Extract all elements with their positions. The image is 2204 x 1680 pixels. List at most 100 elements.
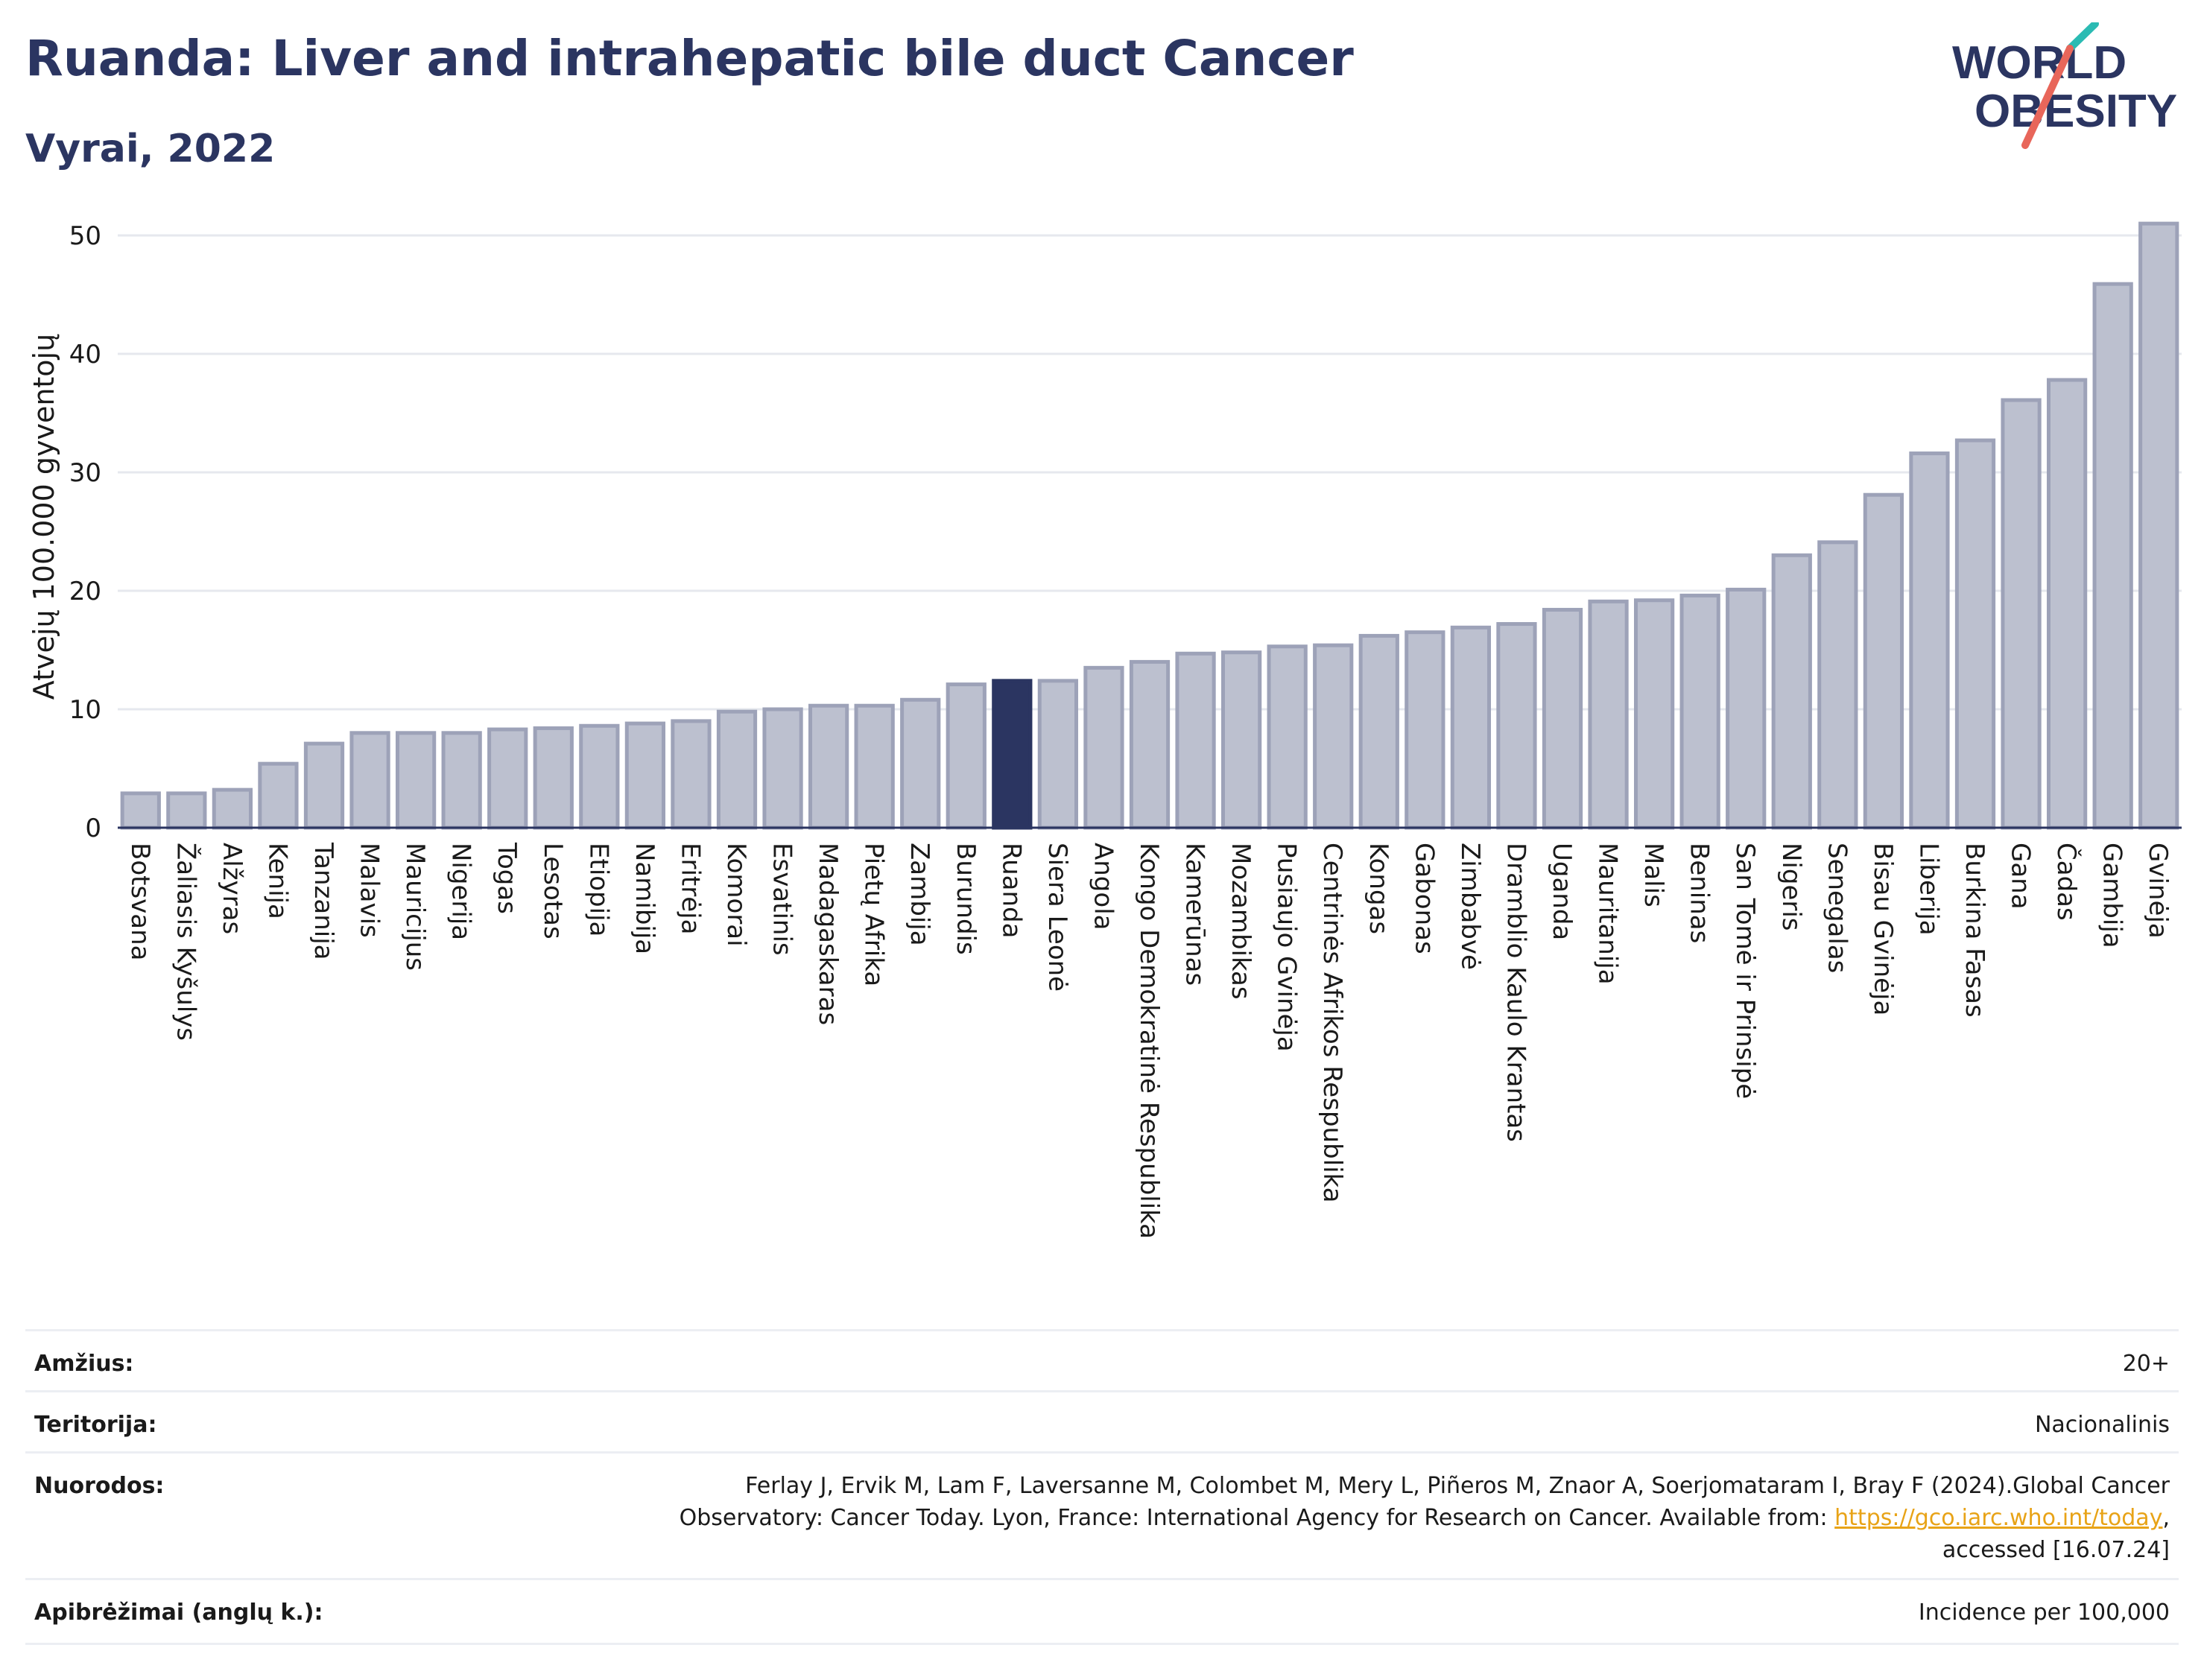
bar (1450, 625, 1492, 830)
bar (1267, 644, 1308, 830)
x-tick-label: Bisau Gvinėja (1868, 843, 1898, 1015)
logo-slash-teal (2066, 22, 2099, 52)
bar (2046, 378, 2088, 830)
info-row-definitions: Apibrėžimai (anglų k.): Incidence per 10… (25, 1578, 2179, 1645)
x-tick-label: Etiopija (583, 843, 613, 936)
references-label: Nuorodos: (34, 1473, 165, 1499)
x-tick-label: Nigeris (1776, 843, 1806, 931)
bar (1129, 659, 1171, 830)
bar (1726, 587, 1767, 830)
chart-title: Ruanda: Liver and intrahepatic bile duct… (25, 30, 1354, 87)
x-tick-label: Esvatinis (767, 843, 797, 956)
x-tick-label: Tanzanija (308, 842, 338, 960)
x-tick-label: Gana (2006, 843, 2036, 910)
bar (1496, 622, 1537, 830)
logo-line1: WORLD (1952, 37, 2127, 89)
bar (1405, 630, 1445, 830)
bar (900, 697, 941, 830)
definitions-label: Apibrėžimai (anglų k.): (34, 1600, 323, 1626)
x-tick-label: Kamerūnas (1180, 843, 1210, 986)
bar (487, 727, 528, 830)
bar (762, 707, 803, 830)
y-tick-label: 20 (69, 577, 101, 606)
x-tick-label: Liberija (1913, 843, 1943, 936)
bar (441, 731, 482, 830)
bar (166, 791, 207, 830)
x-tick-label: Čadas (2051, 843, 2082, 921)
bar (1679, 593, 1720, 830)
definitions-value: Incidence per 100,000 (1918, 1600, 2170, 1626)
bar-highlighted (992, 679, 1033, 830)
x-tick-label: Malavis (355, 843, 384, 938)
info-row-territory: Teritorija: Nacionalinis (25, 1390, 2179, 1454)
x-tick-label: Nigerija (446, 843, 476, 940)
references-value: Ferlay J, Ervik M, Lam F, Laversanne M, … (381, 1470, 2170, 1566)
y-tick-label: 0 (85, 814, 101, 843)
x-tick-label: Siera Leonė (1042, 843, 1072, 992)
x-tick-label: Madagaskaras (813, 843, 843, 1025)
x-tick-label: Mauricijus (400, 843, 430, 971)
references-link[interactable]: https://gco.iarc.who.int/today (1834, 1505, 2163, 1531)
x-tick-label: Pusiaujo Gvinėja (1272, 843, 1302, 1052)
x-tick-label: Zambija (905, 843, 934, 946)
x-tick-label: Senegalas (1822, 843, 1852, 973)
bar (624, 721, 666, 830)
bar (349, 731, 390, 830)
bar (2092, 282, 2133, 830)
x-tick-label: Lesotas (538, 843, 568, 939)
bar (1083, 665, 1124, 830)
x-tick-label: Kongas (1364, 843, 1393, 934)
world-obesity-logo: WORLD OBESITY (1952, 22, 2177, 149)
bar (579, 723, 620, 830)
x-tick-label: Namibija (630, 843, 659, 954)
bar (395, 731, 437, 830)
bar (854, 703, 895, 830)
references-line3: accessed [16.07.24] (1942, 1537, 2170, 1563)
x-tick-label: Burkina Fasas (1960, 843, 1989, 1018)
info-row-references: Nuorodos: Ferlay J, Ervik M, Lam F, Lave… (25, 1451, 2179, 1580)
y-tick-label: 40 (69, 340, 101, 370)
territory-value: Nacionalinis (2034, 1412, 2170, 1438)
x-tick-label: Ruanda (996, 843, 1026, 938)
x-tick-label: Kenija (262, 843, 292, 919)
y-tick-label: 30 (69, 458, 101, 488)
bar (120, 791, 161, 830)
bar (2001, 398, 2042, 830)
logo-line2: OBESITY (1975, 86, 2177, 137)
bar (1542, 607, 1583, 830)
bar (1817, 540, 1858, 830)
x-tick-label: Žaliasis Kyšulys (171, 843, 201, 1041)
age-value: 20+ (2122, 1351, 2170, 1377)
bar (1863, 492, 1904, 830)
x-tick-label: Mozambikas (1226, 843, 1255, 1000)
bar (1358, 633, 1399, 830)
x-tick-label: Eritrėja (675, 843, 705, 934)
x-tick-label: Malis (1638, 843, 1668, 907)
x-tick-label: Mauritanija (1593, 843, 1623, 985)
y-axis-label: Atvejų 100.000 gyventojų (28, 334, 60, 700)
x-tick-label: Alžyras (217, 843, 247, 934)
bar (1771, 553, 1812, 830)
references-line1: Ferlay J, Ervik M, Lam F, Laversanne M, … (745, 1473, 2170, 1499)
bar (808, 703, 849, 830)
bar-chart: 0 10 20 30 40 50 Atvejų 100.000 gyventojų Botsv… (28, 221, 2182, 1239)
bar (212, 787, 253, 830)
bar (303, 741, 345, 830)
x-tick-label: Gvinėja (2143, 843, 2173, 939)
bar (1037, 679, 1079, 830)
bar (671, 719, 712, 830)
chart-subtitle: Vyrai, 2022 (25, 127, 276, 171)
x-tick-label: Dramblio Kaulo Krantas (1501, 843, 1530, 1142)
bar (1313, 643, 1354, 830)
x-tick-label: Botsvana (125, 843, 155, 961)
references-line2: Observatory: Cancer Today. Lyon, France:… (679, 1505, 2170, 1531)
x-tick-label: Kongo Demokratinė Respublika (1134, 843, 1164, 1239)
bar (1909, 451, 1950, 830)
bar (258, 761, 299, 830)
x-tick-label: Togas (492, 842, 522, 914)
x-tick-label: Centrinės Afrikos Respublika (1317, 843, 1347, 1202)
y-tick-label: 50 (69, 221, 101, 251)
x-tick-label: San Tomė ir Prinsipė (1730, 843, 1760, 1099)
x-tick-label: Pietų Afrika (859, 843, 889, 986)
territory-label: Teritorija: (34, 1412, 157, 1438)
